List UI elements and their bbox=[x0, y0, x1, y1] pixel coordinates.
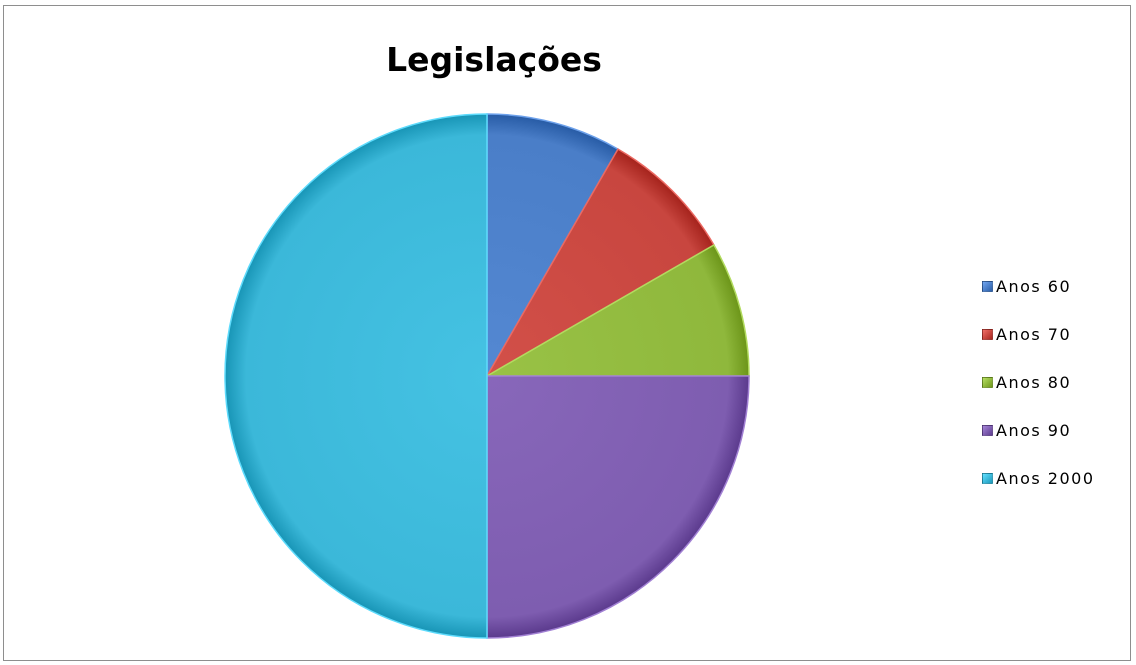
legend-swatch bbox=[982, 280, 993, 292]
legend-swatch bbox=[982, 328, 993, 340]
legend-swatch bbox=[982, 376, 993, 388]
legend-label: Anos 60 bbox=[996, 276, 1072, 296]
legend-label: Anos 90 bbox=[996, 420, 1072, 440]
legend-item: Anos 2000 bbox=[982, 466, 1122, 490]
legend-swatch bbox=[982, 424, 993, 436]
legend-label: Anos 80 bbox=[996, 372, 1072, 392]
legend-item: Anos 70 bbox=[982, 322, 1122, 346]
pie-slice-anos-2000 bbox=[224, 113, 488, 639]
legend-item: Anos 80 bbox=[982, 370, 1122, 394]
chart-title: Legislações bbox=[386, 40, 602, 79]
pie-chart bbox=[224, 113, 750, 639]
legend-swatch bbox=[982, 472, 993, 484]
pie-slice-anos-90 bbox=[486, 375, 750, 639]
pie-slice-anos-80 bbox=[484, 243, 750, 377]
pie-slice-anos-60 bbox=[486, 113, 620, 379]
pie-slice-anos-70 bbox=[484, 148, 715, 379]
legend-item: Anos 90 bbox=[982, 418, 1122, 442]
legend-item: Anos 60 bbox=[982, 274, 1122, 298]
legend-label: Anos 2000 bbox=[996, 468, 1095, 488]
chart-area: Legislações Anos 60 Anos 70 Anos 80 Anos… bbox=[3, 5, 1131, 661]
legend-label: Anos 70 bbox=[996, 324, 1072, 344]
chart-legend: Anos 60 Anos 70 Anos 80 Anos 90 Anos 200… bbox=[982, 274, 1122, 514]
